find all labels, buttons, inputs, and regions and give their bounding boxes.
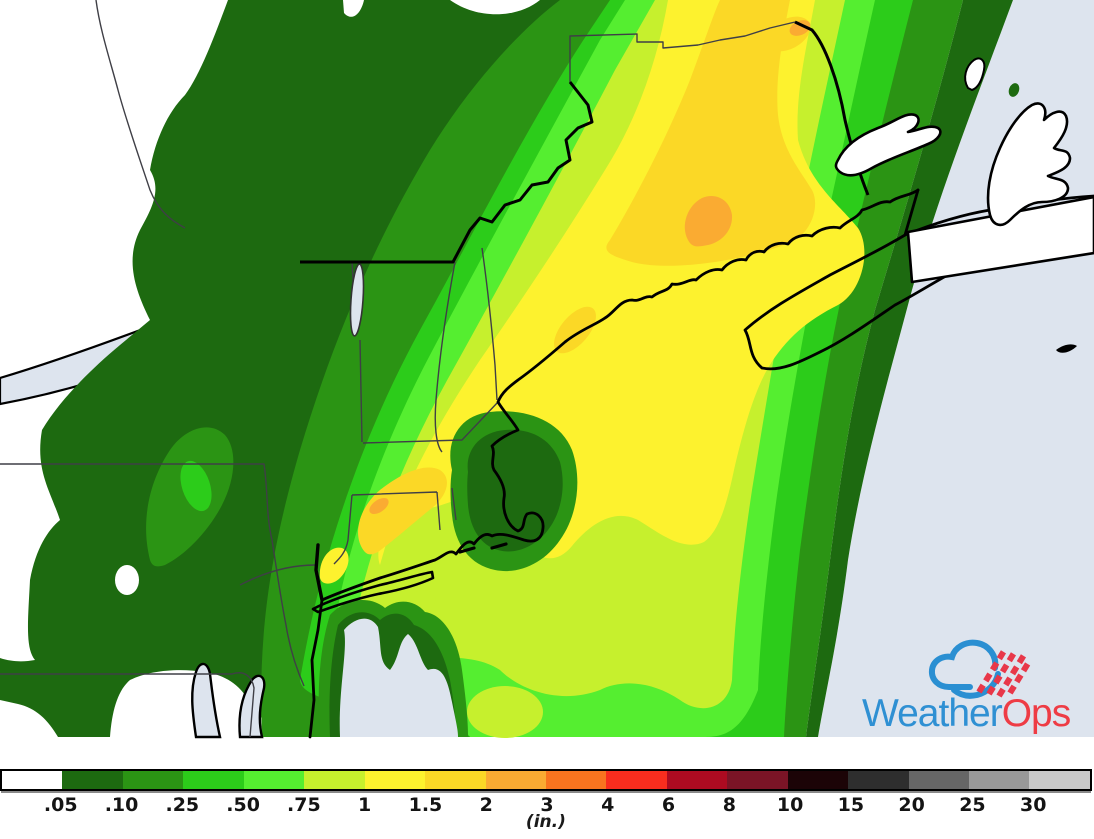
rain-hatch-icon bbox=[976, 649, 1033, 698]
legend-segment-1-1.5 bbox=[364, 771, 426, 789]
coastlines bbox=[308, 188, 1094, 739]
brand-ops: Ops bbox=[1001, 692, 1072, 735]
legend-color-bar bbox=[0, 769, 1092, 791]
legend-segment-20-25 bbox=[908, 771, 969, 789]
legend-tick-label: 3 bbox=[540, 794, 554, 816]
legend-unit-label: (in.) bbox=[525, 812, 566, 832]
coast-nj bbox=[308, 598, 324, 739]
legend-segment-0.75-1 bbox=[304, 771, 365, 789]
precip-dark-spot-semass bbox=[467, 429, 563, 552]
hudson-river bbox=[314, 543, 324, 602]
precip-legend: .05 .10 .25 .50 .75 1 1.5 2 3 4 6 8 10 15 20 25 30 (in.) bbox=[0, 768, 1094, 839]
legend-segment-0.05-0.10 bbox=[62, 771, 123, 789]
precip-band-gold-maine bbox=[606, 0, 816, 266]
dry-notch bbox=[343, 0, 364, 17]
legend-tick-label: 1.5 bbox=[408, 794, 443, 816]
legend-tick-label: 20 bbox=[898, 794, 925, 816]
precip-band-gold-springfield bbox=[358, 467, 447, 555]
legend-tick-label: .75 bbox=[287, 794, 321, 816]
long-island bbox=[311, 570, 435, 614]
precip-spot-amber-maine bbox=[684, 195, 733, 247]
precip-spot-amber-nb bbox=[789, 20, 811, 36]
state-borders bbox=[0, 0, 796, 738]
legend-tick-label: 6 bbox=[661, 794, 676, 816]
border-ma-north bbox=[362, 401, 499, 444]
legend-segment-4-6 bbox=[606, 771, 667, 789]
weatherops-logo: WeatherOps bbox=[858, 626, 1094, 735]
legend-segment-0.50-0.75 bbox=[243, 771, 305, 789]
ocean-bight bbox=[318, 599, 468, 737]
legend-tick-label: .50 bbox=[226, 794, 260, 816]
border-quebec-maine-step bbox=[569, 21, 796, 82]
legend-tick-label: .25 bbox=[165, 794, 200, 816]
border-me-nh bbox=[481, 247, 498, 401]
legend-tick-label: 15 bbox=[837, 794, 865, 816]
precip-spot-amber-springfield bbox=[369, 498, 389, 514]
legend-tick-label: 4 bbox=[601, 794, 615, 816]
legend-segment-0.25-0.50 bbox=[183, 771, 244, 789]
border-ma-south bbox=[351, 487, 457, 531]
precipitation-map bbox=[0, 0, 1094, 739]
legend-segment-25-30 bbox=[969, 771, 1030, 789]
sable-island bbox=[1056, 344, 1077, 353]
islands-mv-nantucket bbox=[458, 542, 508, 554]
legend-segment-3-4 bbox=[545, 771, 607, 789]
weatherops-cloud-icon bbox=[928, 639, 1033, 699]
weatherops-wordmark: WeatherOps bbox=[862, 692, 1094, 736]
border-ny-pa bbox=[0, 463, 305, 687]
legend-tick-label: 10 bbox=[776, 794, 804, 816]
border-mason-dixon bbox=[0, 672, 255, 738]
legend-segment-0.10-0.25 bbox=[122, 771, 184, 789]
legend-tick-label: 30 bbox=[1019, 794, 1047, 816]
cape-breton-island bbox=[986, 102, 1072, 227]
legend-segment-8-10 bbox=[727, 771, 788, 789]
legend-segment->30 bbox=[1029, 771, 1090, 789]
legend-segment-2-3 bbox=[485, 771, 546, 789]
legend-tick-label: 2 bbox=[479, 794, 493, 816]
legend-tick-label: .05 bbox=[43, 794, 78, 816]
coast-new-england bbox=[320, 188, 920, 602]
prince-edward-island bbox=[834, 113, 942, 177]
border-ct-ny bbox=[333, 494, 353, 565]
dry-hole bbox=[115, 565, 139, 595]
legend-segment-<0.05 bbox=[2, 771, 63, 789]
legend-segment-1.5-2 bbox=[425, 771, 486, 789]
border-ny-nj bbox=[239, 564, 316, 586]
legend-tick-label: 1 bbox=[358, 794, 372, 816]
legend-segment-6-8 bbox=[666, 771, 728, 789]
legend-segment-15-20 bbox=[848, 771, 909, 789]
legend-segment-10-15 bbox=[787, 771, 849, 789]
legend-tick-label: 25 bbox=[959, 794, 986, 816]
precip-band-dark-green-east bbox=[806, 0, 1013, 737]
magdalen-islands bbox=[964, 57, 986, 91]
border-vt-nh bbox=[434, 261, 456, 453]
coast-fundy-ns bbox=[743, 188, 1012, 371]
precip-contours bbox=[0, 0, 1020, 738]
border-ontario-quebec bbox=[95, 0, 186, 229]
maritime-islands bbox=[834, 57, 1094, 353]
nova-scotia-east bbox=[906, 195, 1094, 284]
lake-champlain bbox=[349, 263, 365, 337]
legend-tick-label: .10 bbox=[104, 794, 139, 816]
dry-notch-north-shore bbox=[450, 0, 540, 15]
legend-tick-label: 8 bbox=[722, 794, 736, 816]
legend-tick-labels: .05 .10 .25 .50 .75 1 1.5 2 3 4 6 8 10 15 20 25 30 bbox=[0, 794, 1094, 816]
brand-weather: Weather bbox=[862, 692, 1003, 735]
